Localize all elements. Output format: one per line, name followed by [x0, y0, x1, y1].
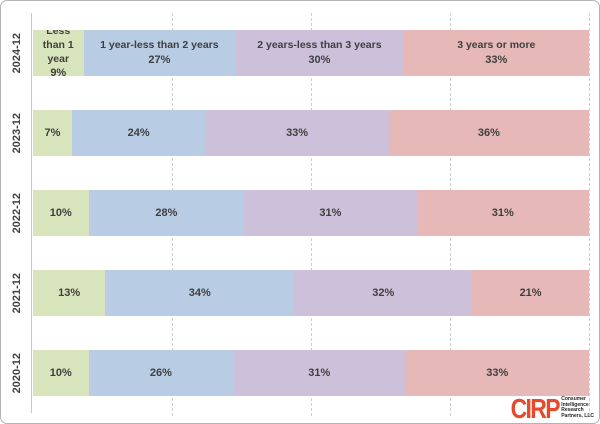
bar-segment: 28%	[88, 190, 245, 236]
plot-area: Less than 1 year 9% 1 year-less than 2 yea…	[33, 13, 590, 416]
segment-value-label: 30%	[308, 53, 331, 66]
bar-segment: 32%	[294, 270, 473, 316]
category-label-text: 2024-12	[11, 32, 23, 74]
chart-row-2023-12: 7% 24% 33% 36%	[33, 93, 589, 173]
cirp-logo-subtext-line: Intelligence	[561, 401, 589, 408]
chart-row-2022-12: 10% 28% 31% 31%	[33, 173, 589, 253]
stacked-bar-2020-12: 10% 26% 31% 33%	[33, 350, 589, 396]
segment-value-label: 31%	[308, 366, 331, 379]
bar-segment: 31%	[233, 350, 406, 396]
category-label-2022-12: 2022-12	[6, 173, 28, 253]
segment-value-label: 33%	[286, 126, 309, 139]
cirp-logo-subtext-line: Partners, LLC	[561, 413, 594, 420]
bar-segment: 24%	[71, 110, 206, 156]
segment-value-label: 13%	[58, 286, 81, 299]
segment-value-label: 32%	[372, 286, 395, 299]
stacked-bar-2021-12: 13% 34% 32% 21%	[33, 270, 589, 316]
bar-segment: 7%	[33, 110, 72, 156]
bar-segment: 31%	[244, 190, 417, 236]
segment-value-label: 31%	[491, 206, 514, 219]
segment-series-label: 2 years-less than 3 years	[257, 39, 382, 52]
bar-segment: 33%	[205, 110, 389, 156]
stacked-bar-2024-12: Less than 1 year 9% 1 year-less than 2 yea…	[33, 30, 589, 76]
cirp-logo-subtext-line: Consumer	[561, 395, 586, 402]
segment-value-label: 31%	[319, 206, 342, 219]
segment-value-label: 34%	[188, 286, 211, 299]
category-label-text: 2022-12	[11, 192, 23, 234]
bar-segment: 10%	[33, 190, 89, 236]
bar-segment: 26%	[88, 350, 234, 396]
cirp-logo-subtext: Consumer Intelligence Research Partners,…	[561, 395, 594, 420]
segment-value-label: 10%	[49, 206, 72, 219]
y-axis-line	[31, 13, 32, 413]
category-label-2021-12: 2021-12	[6, 253, 28, 333]
segment-value-label: 28%	[155, 206, 178, 219]
bar-segment: 36%	[388, 110, 589, 156]
segment-value-label: 27%	[148, 53, 171, 66]
segment-value-label: 7%	[44, 126, 61, 139]
category-label-text: 2020-12	[11, 352, 23, 394]
segment-value-label: 24%	[127, 126, 150, 139]
chart-row-2020-12: 10% 26% 31% 33%	[33, 333, 589, 413]
cirp-logo-subtext-line: Research	[561, 407, 584, 414]
category-label-text: 2021-12	[11, 272, 23, 314]
segment-value-label: 33%	[485, 53, 508, 66]
segment-value-label: 36%	[477, 126, 500, 139]
stacked-bar-2022-12: 10% 28% 31% 31%	[33, 190, 589, 236]
segment-series-label: Less than 1 year	[42, 30, 74, 65]
chart-row-2024-12: Less than 1 year 9% 1 year-less than 2 yea…	[33, 13, 589, 93]
stacked-bar-2023-12: 7% 24% 33% 36%	[33, 110, 589, 156]
segment-value-label: 26%	[149, 366, 172, 379]
bar-segment: 13%	[33, 270, 106, 316]
bar-segment: 1 year-less than 2 years 27%	[83, 30, 236, 76]
chart-row-2021-12: 13% 34% 32% 21%	[33, 253, 589, 333]
category-label-2020-12: 2020-12	[6, 333, 28, 413]
bar-segment: 21%	[472, 270, 589, 316]
segment-value-label: 10%	[49, 366, 72, 379]
category-label-2024-12: 2024-12	[6, 13, 28, 93]
cirp-logo-text: CIRP	[510, 392, 561, 424]
category-label-text: 2023-12	[11, 112, 23, 154]
bar-segment: 3 years or more 33%	[403, 30, 589, 76]
segment-series-label: 3 years or more	[457, 39, 536, 52]
bar-segment: 34%	[105, 270, 295, 316]
category-label-2023-12: 2023-12	[6, 93, 28, 173]
bar-segment: 2 years-less than 3 years 30%	[235, 30, 404, 76]
bar-segment: 10%	[33, 350, 89, 396]
segment-value-label: 33%	[486, 366, 509, 379]
segment-series-label: 1 year-less than 2 years	[100, 39, 219, 52]
segment-value-label: 21%	[519, 286, 542, 299]
cirp-logo: CIRP Consumer Intelligence Research Part…	[500, 392, 594, 424]
segment-value-label: 9%	[50, 67, 67, 76]
gridline-100pct	[589, 13, 590, 416]
bar-segment: 31%	[416, 190, 589, 236]
bar-segment: Less than 1 year 9%	[33, 30, 84, 76]
bar-segment: 33%	[405, 350, 589, 396]
